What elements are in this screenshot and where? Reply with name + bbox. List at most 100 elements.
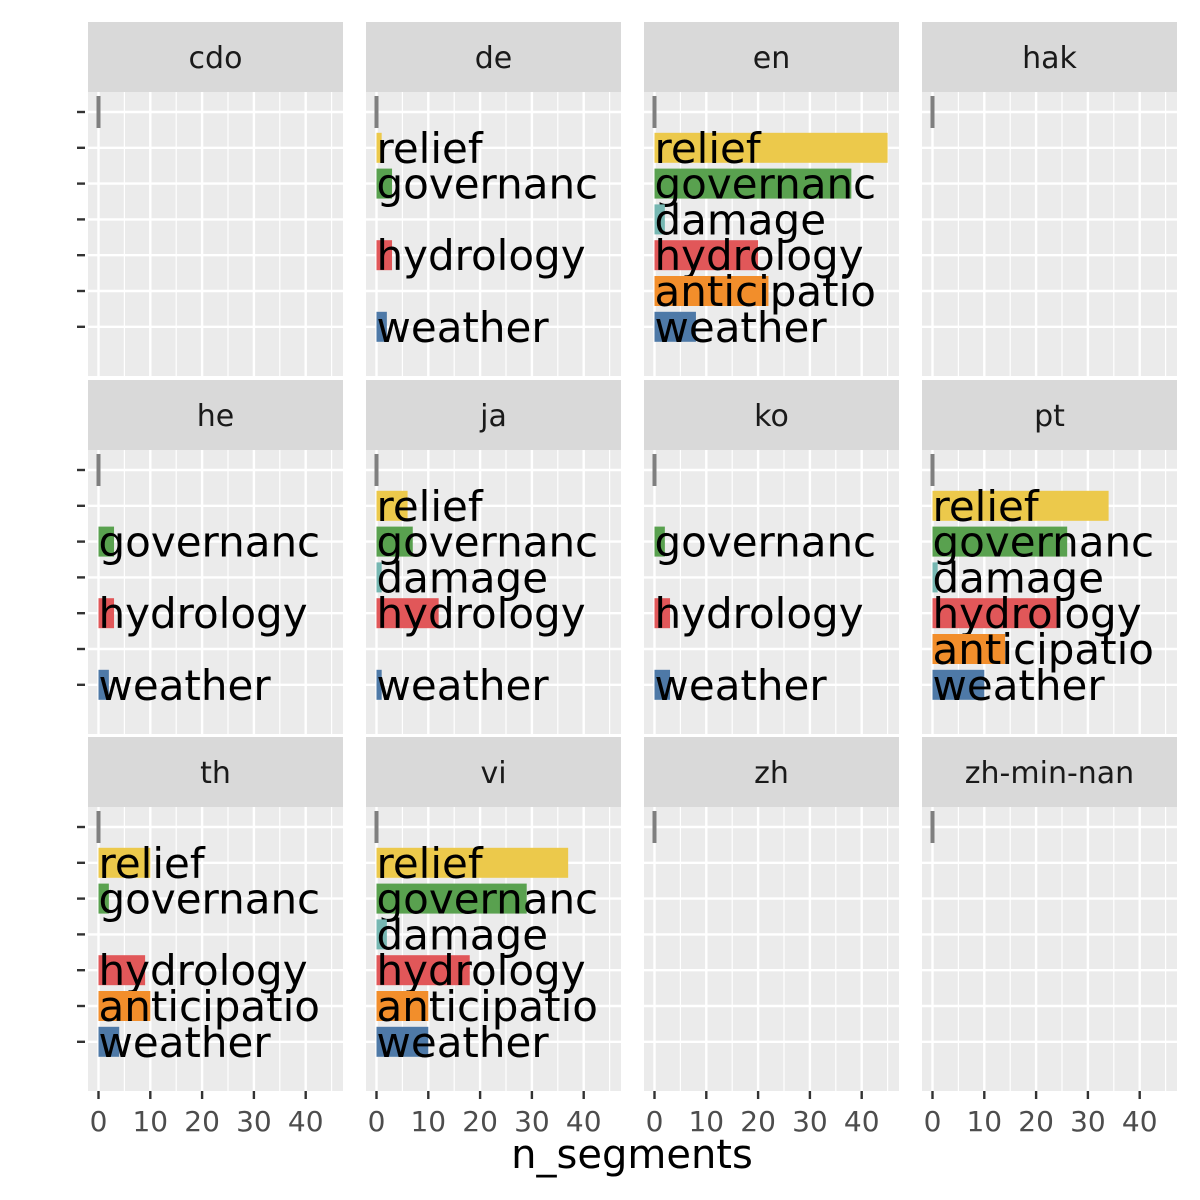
bar-label-anticipation: anticipatio <box>655 267 876 316</box>
bar-label-damage: damage <box>655 195 827 244</box>
bar-blank <box>374 96 379 128</box>
bar-hydrology <box>376 598 439 629</box>
bar-blank <box>374 811 379 843</box>
bar-label-relief: relief <box>933 482 1040 531</box>
bar-governance <box>376 526 413 557</box>
facet-panel-he: he governanc hydrology weather <box>77 380 343 734</box>
bar-governance <box>654 526 665 557</box>
facet-strip-label: de <box>475 41 513 76</box>
bar-damage <box>932 562 938 593</box>
bar-relief <box>376 132 382 163</box>
bar-relief <box>654 132 888 163</box>
facet-panel-hak: hak <box>922 22 1177 376</box>
bar-label-anticipation: anticipatio <box>933 625 1154 674</box>
facet-strip <box>922 737 1177 807</box>
bar-hydrology <box>376 955 470 986</box>
facet-strip-label: zh-min-nan <box>965 756 1134 791</box>
facet-strip <box>366 737 621 807</box>
bar-label-relief: relief <box>377 124 484 173</box>
facet-strip-label: zh <box>754 756 789 791</box>
x-tick-label: 40 <box>844 1105 880 1138</box>
bar-label-anticipation: anticipatio <box>99 982 320 1031</box>
bar-blank <box>96 96 101 128</box>
x-tick-label: 10 <box>966 1105 1002 1138</box>
facet-panel-ko: ko governanc hydrology weather <box>644 380 899 734</box>
bar-blank <box>652 96 657 128</box>
bar-anticipation <box>376 991 429 1021</box>
bar-hydrology <box>376 240 393 271</box>
bar-label-hydrology: hydrology <box>99 589 308 638</box>
facet-strip <box>88 22 343 92</box>
facet-strip <box>644 380 899 450</box>
bar-label-governance: governanc <box>655 160 877 209</box>
facet-panel-zh: zh 0 10 20 30 40 <box>644 737 899 1138</box>
bar-label-hydrology: hydrology <box>655 231 864 280</box>
bar-label-weather: weather <box>99 1018 272 1067</box>
bar-blank <box>930 96 935 128</box>
bar-label-governance: governanc <box>377 875 599 924</box>
bar-weather <box>98 669 109 700</box>
bar-label-hydrology: hydrology <box>99 946 308 995</box>
facet-strip <box>922 380 1177 450</box>
bar-blank <box>96 454 101 486</box>
bar-blank <box>930 454 935 486</box>
x-tick-label: 0 <box>924 1105 942 1138</box>
panel-background <box>922 807 1177 1091</box>
facet-strip <box>88 380 343 450</box>
bar-label-governance: governanc <box>377 160 599 209</box>
panel-background <box>366 92 621 376</box>
facet-strip-label: ko <box>754 399 789 434</box>
bar-governance <box>98 883 109 914</box>
facet-strip <box>88 737 343 807</box>
facet-strip <box>644 737 899 807</box>
x-tick-label: 30 <box>1070 1105 1106 1138</box>
bar-label-weather: weather <box>377 1018 550 1067</box>
bar-relief <box>932 490 1109 521</box>
bar-blank <box>96 811 101 843</box>
bar-damage <box>376 919 387 950</box>
bar-governance <box>98 526 115 557</box>
facet-panel-zh-min-nan: zh-min-nan 0 10 20 30 40 <box>922 737 1177 1138</box>
facet-strip-label: th <box>200 756 231 791</box>
panel-background <box>644 807 899 1091</box>
panel-background <box>88 92 343 376</box>
bar-label-weather: weather <box>377 661 550 710</box>
facet-strip-label: pt <box>1034 399 1065 434</box>
bar-weather <box>376 669 382 700</box>
bar-damage <box>376 562 382 593</box>
bar-label-damage: damage <box>933 553 1105 602</box>
facet-strip-label: cdo <box>189 41 243 76</box>
bar-blank <box>374 454 379 486</box>
bar-relief <box>98 847 151 878</box>
bar-label-hydrology: hydrology <box>933 589 1142 638</box>
bar-hydrology <box>654 240 759 271</box>
bar-governance <box>376 883 527 914</box>
bar-hydrology <box>654 598 671 629</box>
bar-governance <box>654 168 852 199</box>
x-tick-label: 20 <box>1018 1105 1054 1138</box>
bar-label-hydrology: hydrology <box>377 231 586 280</box>
bar-weather <box>654 311 696 342</box>
bar-relief <box>376 490 408 521</box>
x-tick-label: 0 <box>90 1105 108 1138</box>
bar-blank <box>652 811 657 843</box>
bar-weather <box>376 1026 429 1057</box>
x-tick-label: 40 <box>1122 1105 1158 1138</box>
bar-label-relief: relief <box>99 839 206 888</box>
facet-strip-label: ja <box>479 399 507 434</box>
bar-weather <box>654 669 671 700</box>
facet-strip <box>366 380 621 450</box>
panel-background <box>922 92 1177 376</box>
bar-weather <box>376 311 387 342</box>
bar-hydrology <box>932 598 1057 629</box>
x-tick-label: 10 <box>410 1105 446 1138</box>
bar-label-relief: relief <box>655 124 762 173</box>
facet-panel-vi: vi reliefgovernancdamagehydrologyanticipa… <box>366 737 621 1138</box>
bar-label-weather: weather <box>655 303 828 352</box>
bar-blank <box>652 454 657 486</box>
facet-strip <box>366 22 621 92</box>
x-tick-label: 40 <box>566 1105 602 1138</box>
